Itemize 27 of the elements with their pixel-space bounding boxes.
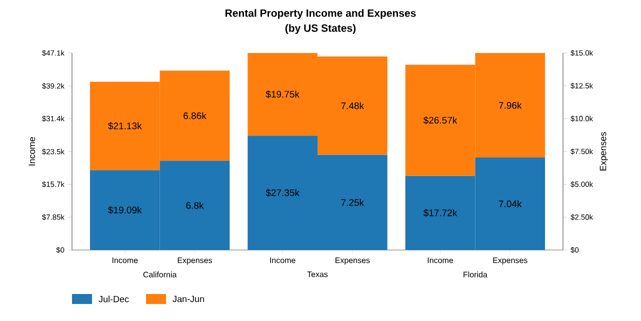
text: Florida <box>464 272 488 278</box>
data-label: $26.57k <box>423 116 458 124</box>
legend-label: Jul-Dec <box>98 296 129 302</box>
y2-axis-title: Expenses <box>600 132 608 171</box>
data-label: 7.96k <box>498 102 522 109</box>
data-label: 7.04k <box>498 200 522 208</box>
text: California <box>143 272 177 278</box>
data-label: 7.25k <box>341 198 364 206</box>
chart-subtitle: (by US States) <box>285 24 356 34</box>
data-label: $19.75k <box>266 90 300 98</box>
x-tick-label: Expenses <box>178 258 212 265</box>
x-tick-label: Expenses <box>493 258 528 265</box>
text: Texas <box>307 272 328 278</box>
data-label: $21.13k <box>108 122 142 130</box>
data-label: $17.72k <box>423 209 458 217</box>
x-tick-label: Income <box>270 258 296 264</box>
data-label: 7.48k <box>341 102 364 110</box>
data-label: 6.8k <box>186 202 204 209</box>
y-axis-title: Income <box>28 137 36 166</box>
x-tick-label: Income <box>428 258 454 264</box>
x-tick-label: Income <box>112 258 138 264</box>
data-label: 6.86k <box>184 112 206 120</box>
data-label: $27.35k <box>266 188 300 197</box>
legend-label: Jan-Jun <box>172 296 204 302</box>
chart-title: Rental Property Income and Expenses <box>226 9 416 19</box>
x-tick-label: Expenses <box>336 258 370 265</box>
data-label: $19.09k <box>108 206 142 214</box>
